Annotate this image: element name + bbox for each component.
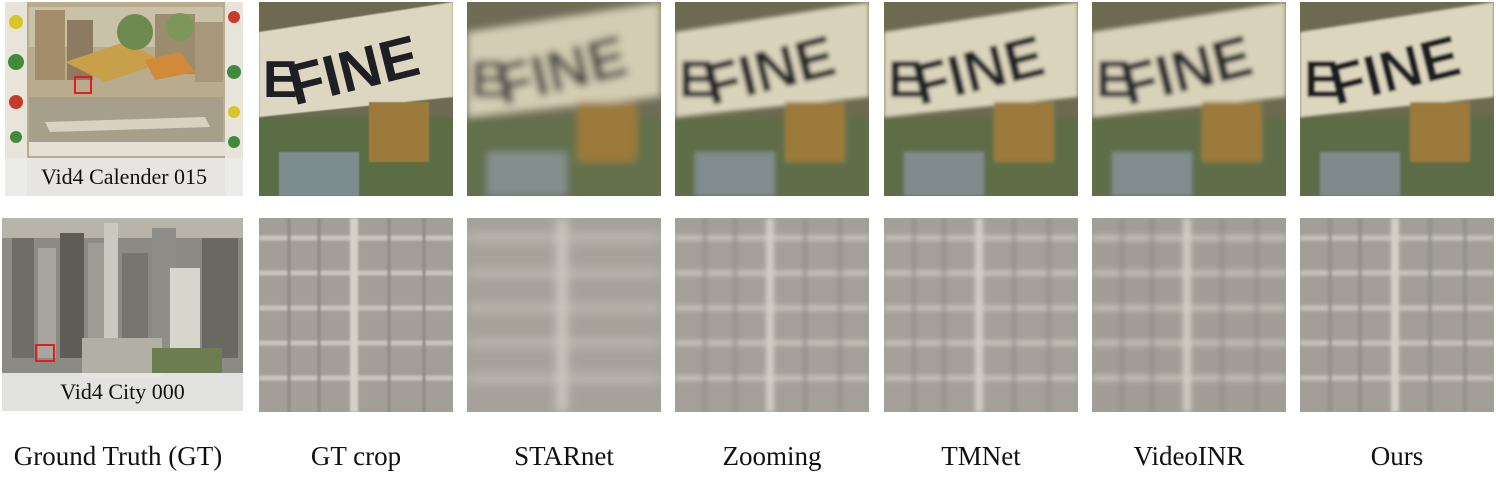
calendar-gt-crop: FINE E [259, 2, 453, 196]
city-tmnet-crop [884, 218, 1078, 412]
city-ours-crop [1300, 218, 1494, 412]
caption-ours: Ours [1370, 441, 1424, 471]
starnet-sign-prefix: E [471, 51, 506, 109]
calendar-gt-image: Vid4 Calender 015 [5, 2, 243, 196]
city-image-label: Vid4 City 000 [2, 373, 243, 411]
city-gt-crop [259, 218, 453, 412]
caption-zooming: Zooming [722, 441, 822, 471]
ours-sign-prefix: E [1304, 51, 1339, 109]
calendar-crop-highlight [74, 76, 92, 94]
calendar-image-label: Vid4 Calender 015 [5, 158, 243, 196]
caption-videoinr: VideoINR [1133, 441, 1245, 471]
city-videoinr-crop [1092, 218, 1286, 412]
city-gt-image: Vid4 City 000 [2, 218, 243, 411]
calendar-sign-prefix: E [263, 51, 298, 109]
caption-tmnet: TMNet [941, 441, 1021, 471]
city-starnet-crop [467, 218, 661, 412]
calendar-ours-crop: FINE E [1300, 2, 1494, 196]
caption-gt-crop: GT crop [310, 441, 402, 471]
calendar-zooming-crop: FINE E [675, 2, 869, 196]
city-crop-highlight [35, 344, 55, 362]
caption-ground-truth: Ground Truth (GT) [13, 441, 223, 471]
calendar-tmnet-crop: FINE E [884, 2, 1078, 196]
calendar-videoinr-crop: FINE E [1092, 2, 1286, 196]
calendar-starnet-crop: FINE E [467, 2, 661, 196]
city-zooming-crop [675, 218, 869, 412]
zooming-sign-prefix: E [679, 51, 714, 109]
caption-starnet: STARnet [514, 441, 614, 471]
tmnet-sign-prefix: E [888, 51, 923, 109]
videoinr-sign-prefix: E [1096, 51, 1131, 109]
